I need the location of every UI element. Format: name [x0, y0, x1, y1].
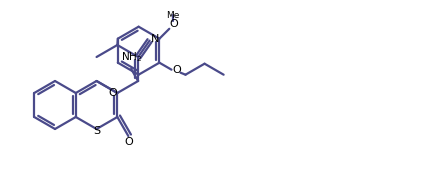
Text: S: S — [93, 126, 100, 136]
Text: O: O — [169, 19, 178, 29]
Text: O: O — [172, 65, 181, 75]
Text: O: O — [108, 88, 117, 98]
Text: Me: Me — [167, 11, 180, 20]
Text: N: N — [150, 34, 159, 44]
Text: NH$_2$: NH$_2$ — [120, 50, 142, 64]
Text: O: O — [124, 137, 133, 147]
